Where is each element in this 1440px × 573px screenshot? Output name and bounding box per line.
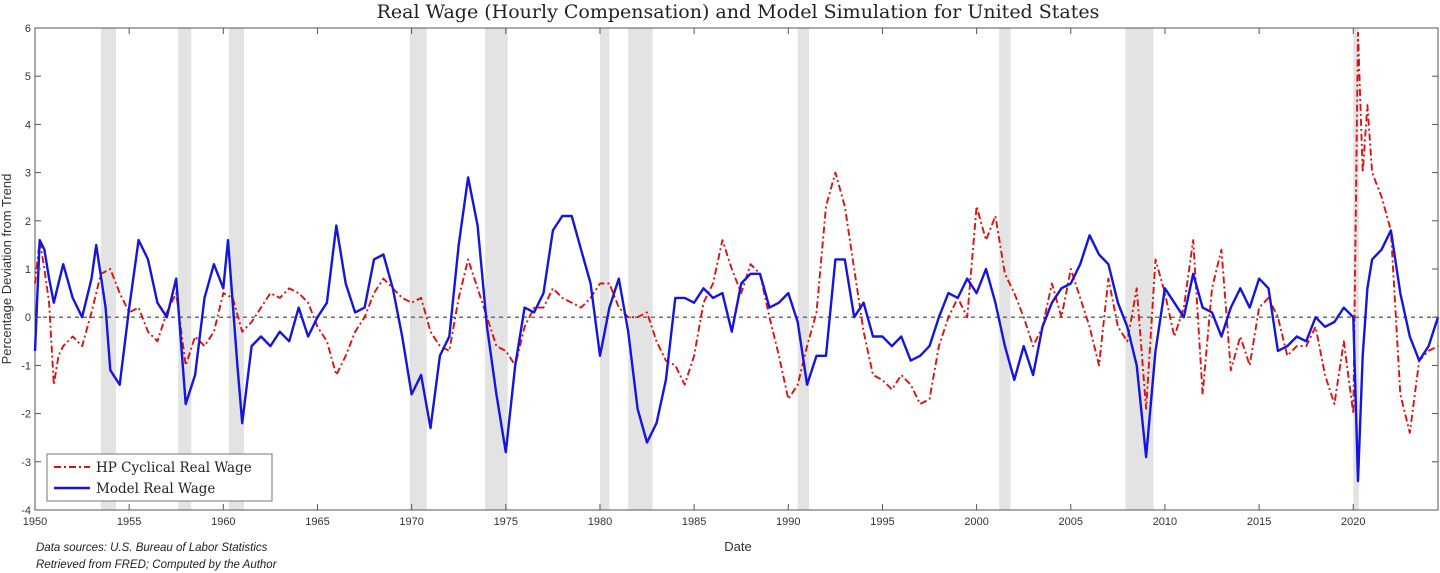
y-tick-label-7: 3	[25, 168, 31, 180]
legend-box	[46, 453, 273, 502]
y-tick-label-6: 2	[25, 216, 31, 228]
recession-band-0	[100, 28, 116, 510]
y-tick-label-8: 4	[25, 119, 31, 131]
recession-band-9	[1125, 28, 1154, 510]
x-tick-label-10: 2000	[964, 516, 988, 528]
recession-band-1	[178, 28, 192, 510]
y-tick-label-5: 1	[25, 264, 31, 276]
legend: HP Cyclical Real Wage Model Real Wage	[46, 453, 273, 502]
x-tick-label-1: 1955	[117, 516, 141, 528]
x-tick-label-3: 1965	[305, 516, 329, 528]
footnote-line-1: Data sources: U.S. Bureau of Labor Stati…	[36, 542, 268, 554]
x-axis-label: Date	[724, 539, 751, 554]
y-tick-label-3: -1	[21, 360, 31, 372]
x-axis-ticks: 1950 1955 1960 1965 1970 1975 1980 1985 1990 1995…	[23, 28, 1365, 528]
y-axis-ticks: -4 -3 -2 -1 0 1 2 3 4 5 6	[21, 23, 1438, 517]
x-tick-label-0: 1950	[23, 516, 47, 528]
legend-label-model: Model Real Wage	[96, 481, 215, 497]
y-tick-label-2: -2	[21, 409, 31, 421]
x-tick-label-14: 2020	[1341, 516, 1365, 528]
y-tick-label-9: 5	[25, 71, 31, 83]
x-tick-label-2: 1960	[211, 516, 235, 528]
y-tick-label-10: 6	[25, 23, 31, 35]
x-tick-label-4: 1970	[399, 516, 423, 528]
recession-bands	[100, 28, 1359, 510]
y-axis-label: Percentage Deviation from Trend	[0, 174, 14, 365]
plot-area-frame	[34, 27, 1439, 511]
recession-band-4	[485, 28, 508, 510]
recession-band-5	[599, 28, 610, 510]
x-tick-label-9: 1995	[870, 516, 894, 528]
recession-band-3	[409, 28, 427, 510]
x-tick-label-11: 2005	[1059, 516, 1083, 528]
x-tick-label-5: 1975	[494, 516, 518, 528]
chart-title: Real Wage (Hourly Compensation) and Mode…	[377, 1, 1100, 23]
y-tick-label-4: 0	[25, 312, 31, 324]
x-tick-label-8: 1990	[776, 516, 800, 528]
x-tick-label-7: 1985	[682, 516, 706, 528]
y-tick-label-0: -4	[21, 505, 31, 517]
recession-band-6	[628, 28, 653, 510]
series-line-0	[34, 31, 1439, 434]
x-tick-label-6: 1980	[588, 516, 612, 528]
recession-band-7	[797, 28, 810, 510]
x-tick-label-12: 2010	[1153, 516, 1177, 528]
series-lines	[33, 31, 1440, 483]
x-tick-label-13: 2015	[1247, 516, 1271, 528]
y-tick-label-1: -3	[21, 457, 31, 469]
footnote-line-2: Retrieved from FRED; Computed by the Aut…	[36, 559, 278, 571]
legend-label-hp: HP Cyclical Real Wage	[96, 460, 252, 476]
recession-band-10	[1353, 28, 1359, 510]
series-line-1	[33, 176, 1440, 483]
